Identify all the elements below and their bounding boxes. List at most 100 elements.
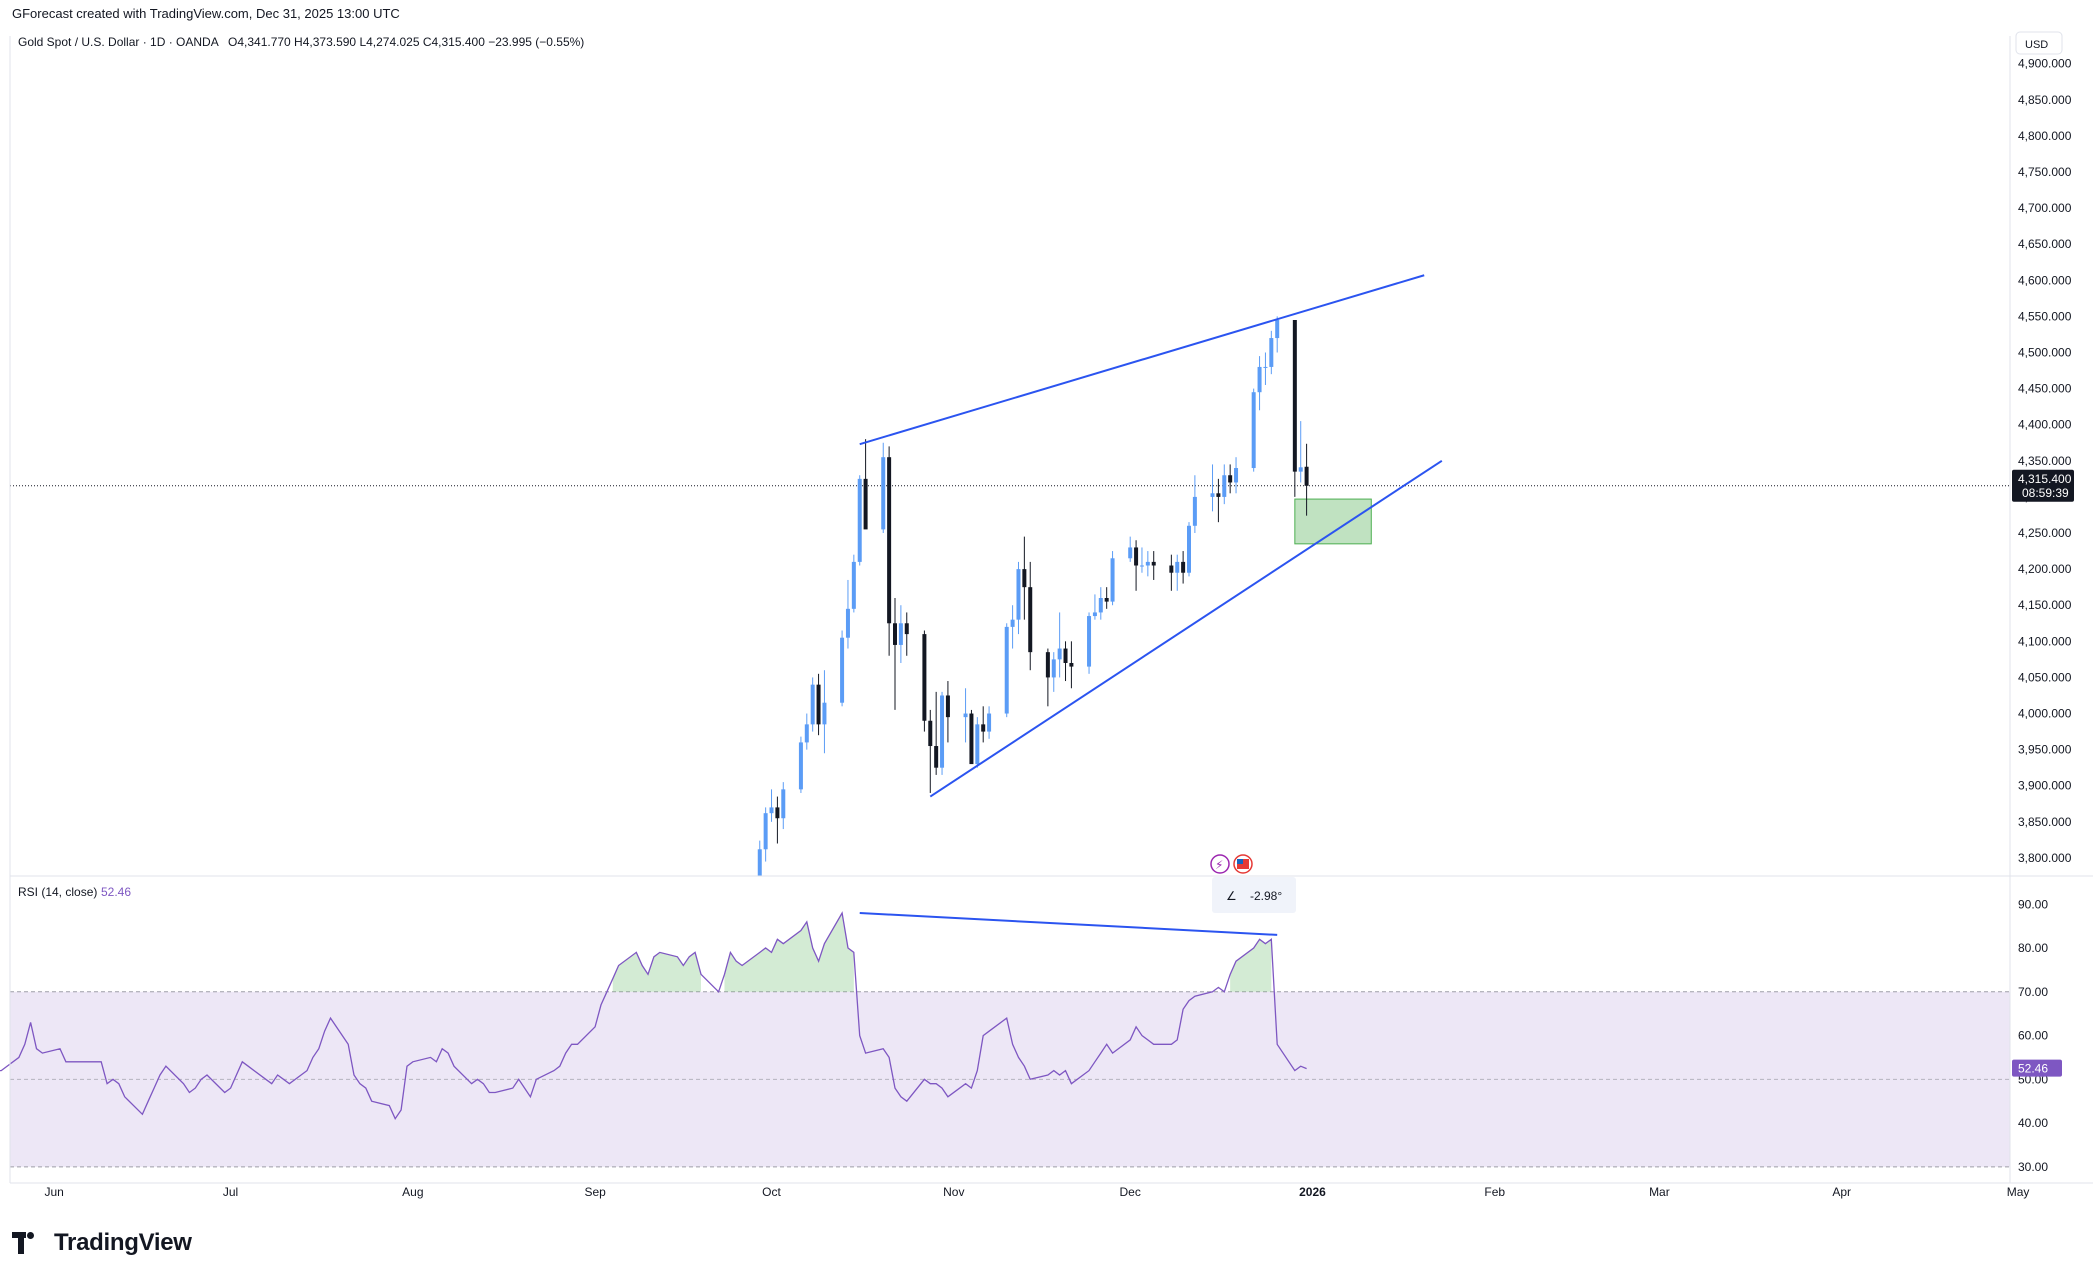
candle-body (851, 561, 856, 609)
candle-body (1210, 493, 1215, 497)
candle-body (822, 702, 827, 725)
rsi-overbought-fill (612, 952, 701, 992)
candle-body (940, 695, 945, 768)
rsi-last-tag (2012, 1059, 2062, 1077)
date-axis-label: 2026 (1299, 1185, 1326, 1199)
price-tick-label: 4,750.000 (2018, 165, 2072, 179)
rsi-tick-label: 40.00 (2018, 1116, 2048, 1130)
price-tick-label: 4,250.000 (2018, 526, 2072, 540)
price-tick-label: 4,550.000 (2018, 309, 2072, 323)
price-tick-label: 4,400.000 (2018, 418, 2072, 432)
candle-body (969, 713, 974, 765)
rsi-tick-label: 80.00 (2018, 941, 2048, 955)
angle-label: -2.98° (1250, 889, 1282, 903)
candle-body (987, 713, 992, 732)
candle-body (1139, 565, 1144, 567)
price-tick-label: 3,800.000 (2018, 851, 2072, 865)
candle-body (1010, 619, 1015, 627)
candle-body (934, 746, 939, 768)
price-tick-label: 4,200.000 (2018, 562, 2072, 576)
price-tick-label: 4,700.000 (2018, 201, 2072, 215)
candle-body (1257, 366, 1262, 393)
candle-body (1045, 652, 1050, 678)
currency-label: USD (2025, 39, 2048, 51)
candle-body (1192, 496, 1197, 526)
candle-body (1087, 616, 1092, 667)
candle-body (1104, 598, 1109, 602)
date-axis-label: Sep (584, 1185, 606, 1199)
price-tick-label: 4,100.000 (2018, 634, 2072, 648)
rsi-pane (0, 911, 2010, 1168)
candle-body (1069, 662, 1074, 667)
price-tick-label: 3,900.000 (2018, 779, 2072, 793)
currency-box (2015, 31, 2063, 55)
candle-body (775, 807, 780, 819)
rsi-band (10, 991, 2010, 1167)
candle-body (798, 742, 803, 790)
candle-body (922, 634, 927, 721)
candle-body (1275, 320, 1280, 339)
candle-body (1187, 525, 1191, 573)
candle-body (769, 807, 774, 814)
candle-body (898, 623, 903, 645)
candle-body (757, 849, 762, 876)
upper-trendline (859, 274, 1425, 446)
candle-body (1134, 547, 1139, 566)
price-tick-label: 4,850.000 (2018, 93, 2072, 107)
countdown-label: 08:59:39 (2022, 486, 2069, 500)
rsi-tick-label: 60.00 (2018, 1029, 2048, 1043)
price-tick-label: 4,650.000 (2018, 237, 2072, 251)
tradingview-logo[interactable]: TradingView (12, 1226, 192, 1260)
candle-body (975, 724, 980, 765)
date-axis-label: Dec (1120, 1185, 1141, 1199)
candle-body (881, 457, 886, 530)
candle-body (1222, 475, 1227, 497)
lightning-icon: ⚡ (1215, 858, 1223, 872)
us-flag-canton (1237, 859, 1243, 864)
candle-body (1063, 648, 1068, 663)
overlays: ∠ -2.98° ⚡ (859, 274, 1443, 936)
candle-body (981, 724, 986, 732)
candle-body (804, 724, 809, 743)
candle-body (840, 637, 845, 703)
ohlc-readout: O4,341.770 H4,373.590 L4,274.025 C4,315.… (228, 35, 584, 49)
lower-trendline (929, 459, 1443, 798)
candle-body (1304, 466, 1309, 486)
candle-body (1028, 587, 1033, 653)
candle-body (1269, 338, 1274, 367)
tradingview-logo-icon (12, 1232, 46, 1254)
candle-body (1004, 626, 1009, 714)
rsi-divergence-line (859, 912, 1278, 936)
candle-body (1151, 561, 1156, 566)
candle-body (816, 684, 821, 725)
candle-body (1251, 392, 1256, 469)
candle-body (845, 608, 850, 638)
rsi-tick-label: 70.00 (2018, 985, 2048, 999)
candle-body (763, 813, 768, 850)
date-axis-label: Apr (1832, 1185, 1851, 1199)
price-tick-label: 4,050.000 (2018, 670, 2072, 684)
candle-body (1022, 569, 1027, 588)
date-axis-label: Nov (943, 1185, 964, 1199)
candle-body (945, 695, 950, 718)
candle-body (1216, 493, 1221, 497)
date-axis-label: May (2007, 1185, 2030, 1199)
candle-body (1057, 648, 1062, 660)
price-tick-label: 3,850.000 (2018, 815, 2072, 829)
price-tick-label: 4,450.000 (2018, 382, 2072, 396)
candle-body (1145, 561, 1150, 566)
price-tick-label: 4,000.000 (2018, 707, 2072, 721)
candle-body (1298, 467, 1303, 472)
price-tick-label: 4,900.000 (2018, 57, 2072, 71)
event-lightning-icon (1210, 854, 1230, 874)
date-axis-label: Oct (762, 1185, 781, 1199)
date-axis-label: Jul (223, 1185, 238, 1199)
angle-icon: ∠ (1226, 889, 1237, 903)
candle-body (863, 478, 868, 530)
last-price-label: 4,315.400 (2018, 472, 2072, 486)
candle-body (1292, 320, 1297, 472)
rsi-title: RSI (14, close) (18, 885, 97, 899)
candle-body (963, 713, 968, 718)
candle-body (1110, 558, 1115, 602)
